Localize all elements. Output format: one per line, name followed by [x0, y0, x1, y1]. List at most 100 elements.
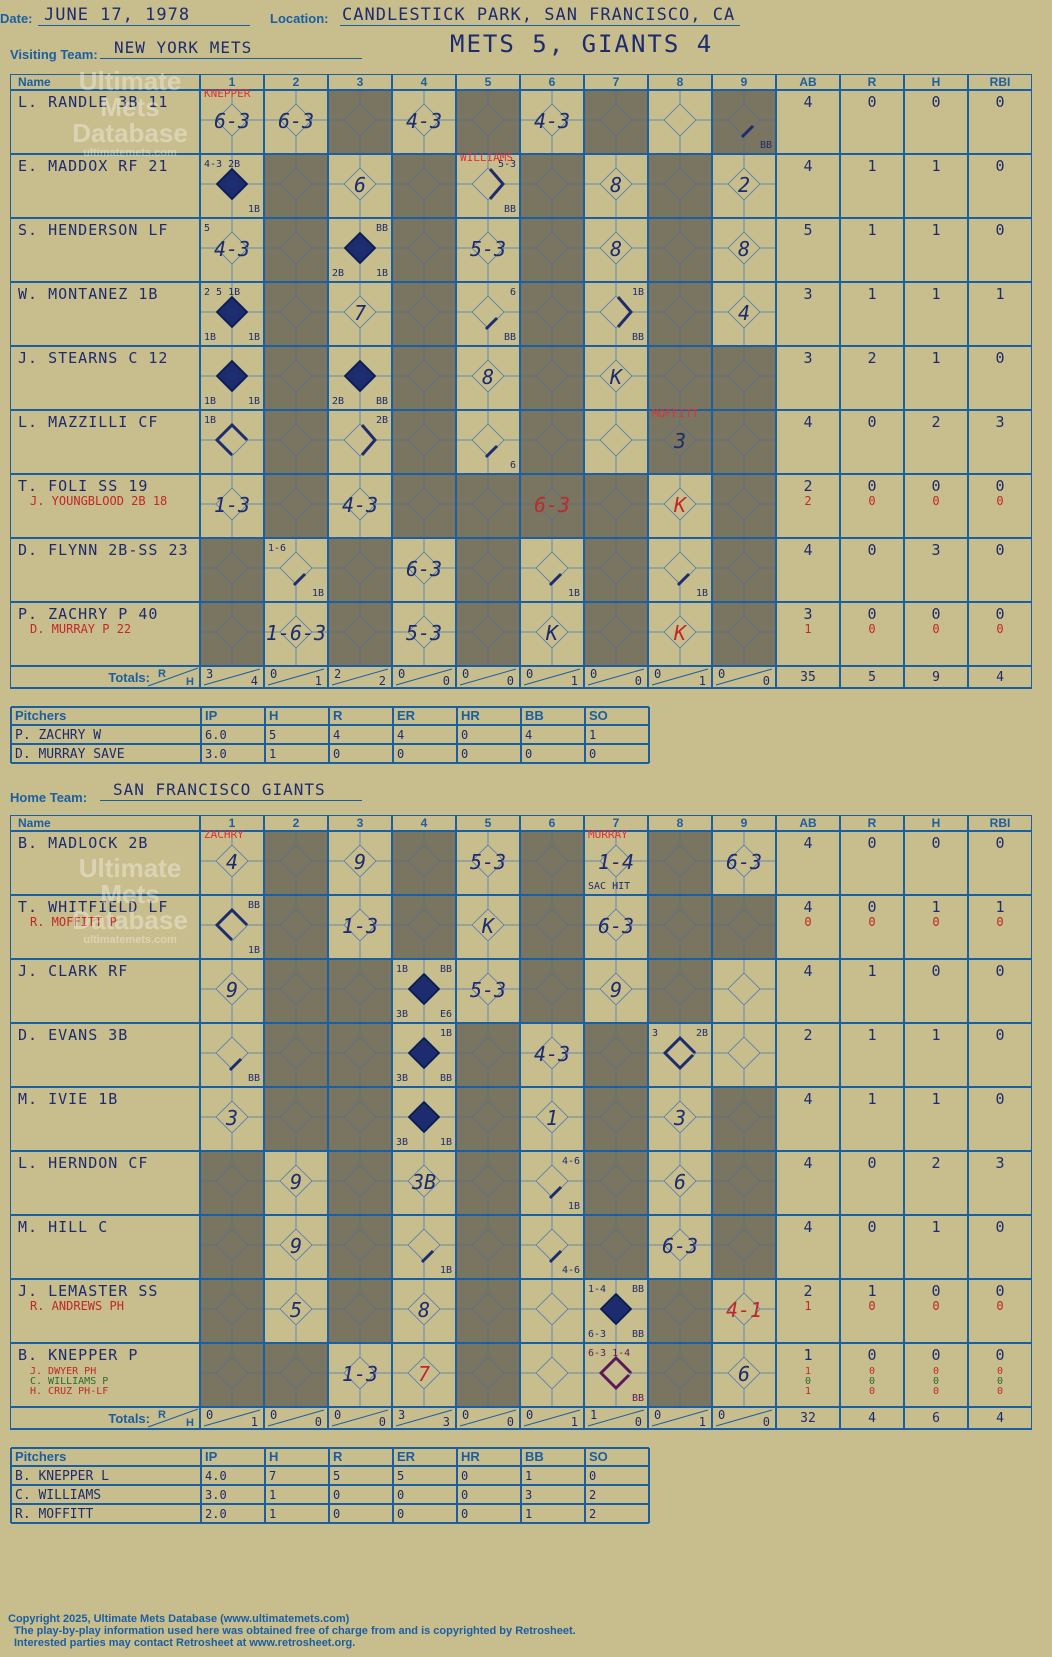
visitors-play-result: 4-3 — [342, 493, 378, 517]
home-pitcher-stat: 3 — [525, 1488, 532, 1502]
home-pitcher-stat: 5 — [397, 1469, 404, 1483]
visitors-diamond-outline — [663, 423, 697, 457]
home-batter-stat: 0 — [996, 915, 1003, 929]
footer: Copyright 2025, Ultimate Mets Database (… — [8, 1613, 576, 1649]
home-column-header: AB — [799, 816, 817, 830]
home-total-stat: 6 — [932, 1411, 940, 1426]
visitors-batter-name: L. RANDLE 3B 11 — [18, 93, 168, 111]
visitors-play-result: 2 — [738, 173, 750, 197]
home-column-header: 4 — [421, 816, 428, 830]
visitors-pitcher-name: D. MURRAY SAVE — [15, 747, 125, 762]
visitors-batter-stat: 0 — [931, 477, 940, 495]
visitors-diamond-outline — [407, 103, 441, 137]
home-column-header: 5 — [485, 816, 492, 830]
home-pitcher-stat: 1 — [269, 1507, 276, 1521]
visitors-play-note: 1B — [568, 588, 580, 599]
home-diamond-outline — [535, 1100, 569, 1134]
visitors-batter-stat: 0 — [867, 605, 876, 623]
home-base-path — [420, 1249, 435, 1264]
visitors-diamond-outline — [215, 551, 249, 585]
visitors-pitcher-stat: 0 — [397, 747, 404, 761]
home-batter-stat: 0 — [995, 1090, 1004, 1108]
home-play-note: SAC HIT — [588, 881, 630, 892]
visitors-play-note: 1B — [248, 332, 260, 343]
visitors-batter-stat: 4 — [803, 93, 812, 111]
visitors-batter-stat: 2 — [931, 413, 940, 431]
home-play-note: E6 — [440, 1009, 452, 1020]
visitors-diamond-outline — [535, 423, 569, 457]
home-play-note: 4-6 — [562, 1156, 580, 1167]
visitors-play-note: BB — [504, 332, 516, 343]
visitors-pitcher-stat: 0 — [333, 747, 340, 761]
visitors-diamond-outline — [471, 167, 505, 201]
home-diamond-outline — [471, 1164, 505, 1198]
home-batter-stat: 1 — [867, 962, 876, 980]
home-pitcher-stat: 0 — [333, 1507, 340, 1521]
home-batter-stat: 0 — [995, 834, 1004, 852]
home-underline — [100, 800, 362, 801]
visitors-play-result: 1-3 — [214, 493, 250, 517]
visitors-play-note: 1-6 — [268, 543, 286, 554]
visitors-pitcher-stat: 4 — [333, 728, 340, 742]
home-base-path — [662, 1035, 697, 1071]
home-diamond-outline — [343, 1356, 377, 1390]
home-batter-stat: 1 — [803, 1346, 812, 1364]
home-diamond-outline — [343, 1292, 377, 1326]
copyright-text: Copyright 2025, Ultimate Mets Database (… — [8, 1613, 350, 1625]
visitors-inning-hits: 4 — [251, 674, 258, 688]
home-diamond-outline — [471, 1356, 505, 1390]
visitors-diamond-outline — [471, 615, 505, 649]
home-diamond-outline — [215, 1036, 249, 1070]
visitors-diamond-outline — [471, 359, 505, 393]
visitors-diamond-outline — [215, 487, 249, 521]
home-diamond-outline — [663, 1100, 697, 1134]
visitors-inning-hits: 1 — [699, 674, 706, 688]
home-play-note: BB — [632, 1329, 644, 1340]
home-pitcher-name: R. MOFFITT — [15, 1507, 93, 1522]
home-diamond-outline — [535, 1164, 569, 1198]
visitors-play-note: 2 5 1B — [204, 287, 240, 298]
home-substitute-name: H. CRUZ PH-LF — [30, 1386, 108, 1397]
visitors-play-note: 2B — [376, 415, 388, 426]
home-pitcher-stat: 1 — [525, 1507, 532, 1521]
home-diamond-outline — [663, 1164, 697, 1198]
home-play-result: 8 — [418, 1298, 430, 1322]
visitors-batter-name: T. FOLI SS 19 — [18, 477, 148, 495]
home-batter-stat: 0 — [931, 1346, 940, 1364]
home-batter-stat: 0 — [804, 915, 811, 929]
visitors-diamond-outline — [599, 103, 633, 137]
home-diamond-outline — [727, 844, 761, 878]
visitors-diamond-outline — [599, 423, 633, 457]
visitors-inning-runs: 3 — [206, 667, 213, 681]
home-batter-name: L. HERNDON CF — [18, 1154, 148, 1172]
home-play-note: BB — [632, 1393, 644, 1404]
visitors-diamond-outline — [599, 295, 633, 329]
home-diamond-outline — [599, 1164, 633, 1198]
watermark-logo: Ultimate Mets Database ultimatemets.com — [72, 853, 188, 946]
visitors-runs-label: R — [158, 668, 166, 680]
home-batter-stat: 0 — [933, 1386, 939, 1397]
home-diamond-outline — [279, 1356, 313, 1390]
visitors-diamond-outline — [727, 487, 761, 521]
home-diamond-outline — [663, 844, 697, 878]
home-play-note: 1B — [440, 1137, 452, 1148]
home-batter-stat: 0 — [869, 1366, 875, 1377]
home-totals-divider — [587, 1409, 645, 1427]
home-diamond-outline — [535, 1356, 569, 1390]
home-batter-stat: 0 — [867, 1218, 876, 1236]
home-runs-label: R — [158, 1409, 166, 1421]
visitors-totals-divider — [651, 668, 709, 686]
home-diamond-outline — [663, 908, 697, 942]
visitors-total-stat: 35 — [800, 670, 816, 685]
visitors-play-note: BB — [376, 223, 388, 234]
visitors-pitcher-name: P. ZACHRY W — [15, 728, 101, 743]
visitors-inning-runs: 0 — [590, 667, 597, 681]
visitors-batter-stat: 0 — [932, 494, 939, 508]
visitors-diamond-outline — [471, 103, 505, 137]
visitors-inning-runs: 0 — [526, 667, 533, 681]
home-batter-stat: 0 — [933, 1366, 939, 1377]
visitors-diamond-outline — [535, 167, 569, 201]
visitors-batter-stat: 2 — [867, 349, 876, 367]
visitors-play-note: 1B — [204, 332, 216, 343]
home-batter-stat: 1 — [931, 1090, 940, 1108]
